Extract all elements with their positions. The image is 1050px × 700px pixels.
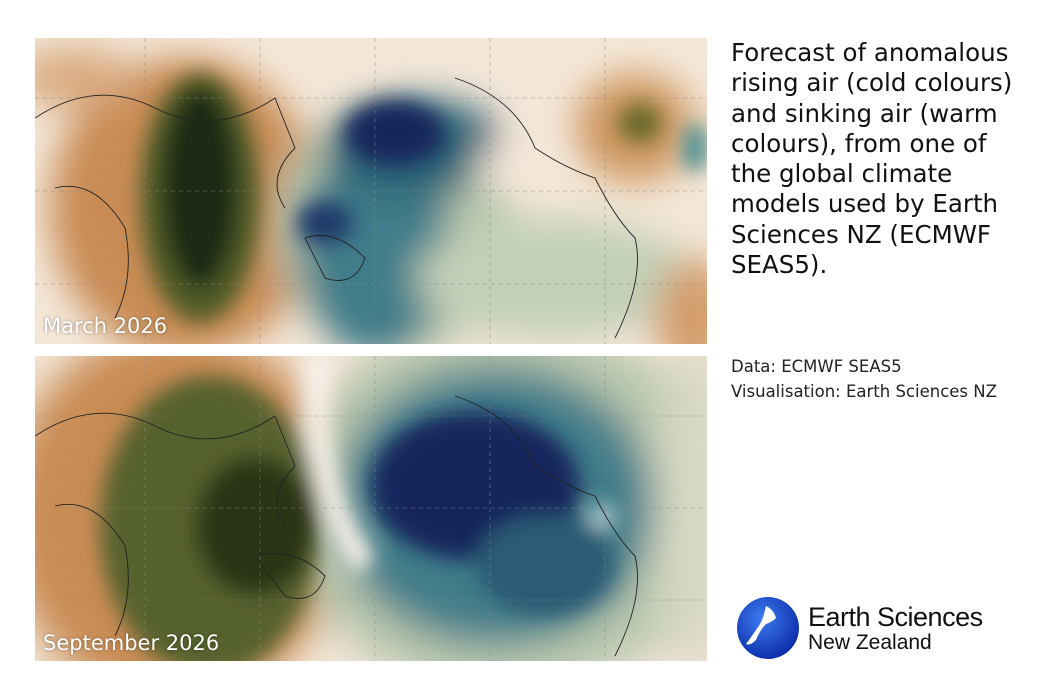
logo: Earth Sciences New Zealand [736, 596, 1036, 660]
map [35, 38, 707, 344]
map-label: September 2026 [43, 631, 220, 655]
map-label: March 2026 [43, 314, 168, 338]
description: Forecast of anomalous rising air (cold c… [731, 38, 1013, 280]
map-panel: March 2026 [35, 38, 707, 344]
logo-icon [737, 597, 799, 659]
map-panel: September 2026 [35, 356, 707, 661]
logo-text: Earth Sciences [808, 602, 983, 632]
logo-text: New Zealand [808, 631, 932, 654]
credit: Data: ECMWF SEAS5 [731, 357, 902, 376]
credit: Visualisation: Earth Sciences NZ [731, 382, 997, 401]
map [35, 356, 707, 661]
